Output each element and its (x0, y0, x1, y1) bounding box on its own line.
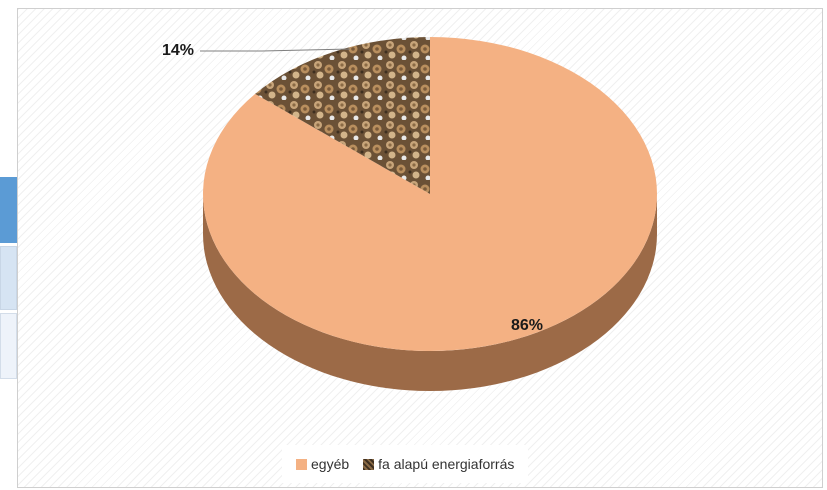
leader-line (200, 48, 351, 52)
legend-label-2: fa alapú energiaforrás (378, 456, 515, 472)
side-tab[interactable] (0, 313, 17, 379)
legend-item-2: fa alapú energiaforrás (363, 456, 514, 472)
legend-swatch-2 (363, 458, 375, 470)
data-label-2: 14% (162, 42, 194, 59)
legend-label-1: egyéb (311, 456, 350, 472)
pie-side-1 (203, 194, 657, 391)
side-tab[interactable] (0, 246, 17, 310)
legend-swatch-1 (296, 458, 307, 470)
data-label-1: 86% (511, 317, 543, 334)
side-tab-active[interactable] (0, 177, 17, 243)
legend: egyéb fa alapú energiaforrás (282, 445, 529, 483)
pie-slice-2 (255, 37, 430, 194)
legend-item-1: egyéb (296, 456, 349, 472)
